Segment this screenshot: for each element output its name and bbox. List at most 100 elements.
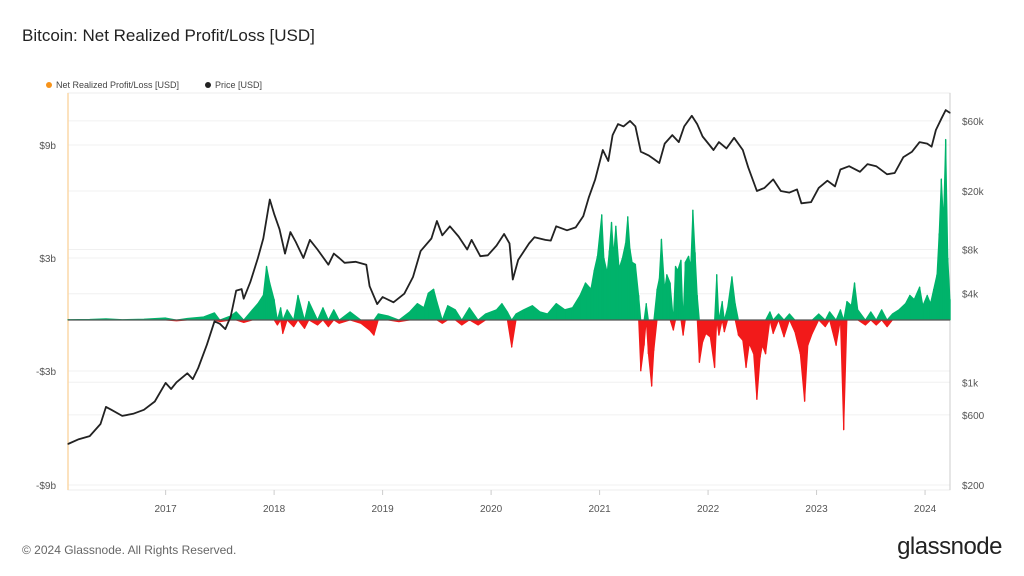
price-point [89,435,91,437]
legend-item-price[interactable]: Price [USD] [205,80,262,90]
price-point [772,178,774,180]
price-point [338,257,340,259]
price-point [289,231,291,233]
price-point [368,285,371,287]
y-left-tick-label: -$9b [36,481,56,492]
price-point [780,190,782,192]
price-point [105,406,107,408]
price-point [240,288,243,290]
y-left-tick-label: -$3b [36,367,56,378]
price-point [826,180,829,182]
price-point [647,154,650,156]
price-point [930,146,933,148]
price-point [503,233,505,235]
price-point [219,323,221,325]
x-tick-label: 2019 [371,504,394,515]
price-point [269,198,271,201]
price-point [935,129,937,131]
price-point [197,367,199,369]
price-point [945,109,947,111]
price-point [302,257,305,259]
price-point [859,171,861,173]
x-tick-label: 2021 [588,504,611,515]
price-point [449,225,451,227]
price-point [617,123,619,125]
price-point [875,165,877,167]
price-point [309,239,311,241]
price-point [575,226,577,229]
y-right-tick-label: $1k [962,378,979,389]
price-point [940,118,942,120]
price-point [602,149,604,151]
price-point [566,229,568,231]
price-point [949,112,951,114]
price-point [143,409,145,411]
price-point [894,172,896,174]
legend-label: Net Realized Profit/Loss [USD] [56,80,180,90]
price-point [702,135,704,138]
price-point [419,250,422,252]
y-right-tick-label: $20k [962,187,985,198]
price-point [810,201,812,203]
price-point [224,328,226,330]
price-point [796,188,798,191]
price-point [671,134,673,136]
price-point [257,257,259,259]
price-point [316,248,319,251]
price-point [457,235,460,238]
price-point [376,303,378,305]
price-point [154,400,156,403]
price-line [67,109,951,445]
price-point [691,115,693,117]
net-pnl-profit-area [67,138,951,321]
price-point [848,165,850,167]
price-point [333,253,335,255]
price-point [403,293,405,295]
legend: Net Realized Profit/Loss [USD] Price [US… [46,80,262,90]
price-point [192,378,194,380]
price-point [886,173,888,175]
price-point [594,178,596,180]
price-point [235,290,237,292]
price-point [658,162,660,164]
price-point [354,261,357,263]
price-point [528,242,530,245]
price-point [763,187,766,189]
x-tick-label: 2022 [697,504,720,515]
x-tick-label: 2020 [480,504,503,515]
glassnode-logo: glassnode [897,533,1002,560]
price-point [344,262,346,264]
price-point [327,264,329,266]
price-point [110,409,112,411]
price-point [653,158,655,160]
x-tick-label: 2017 [155,504,178,515]
price-point [818,187,820,189]
price-point [479,255,481,257]
price-point [588,197,590,199]
price-point [186,372,188,374]
price-point [926,143,928,145]
price-point [550,239,552,242]
price-point [866,163,869,165]
legend-dot-icon [205,82,212,88]
price-point [230,315,232,318]
price-point [664,143,666,145]
price-point [622,125,625,128]
y-right-tick-label: $8k [962,245,979,256]
net-pnl-loss-area [67,319,951,431]
price-point [902,156,904,158]
price-point [284,253,286,255]
x-tick-label: 2024 [914,504,937,515]
price-point [512,278,514,281]
y-right-tick-label: $60k [962,117,985,128]
price-point [555,225,557,227]
y-right-tick-label: $4k [962,290,979,301]
price-point [165,382,167,384]
price-point [121,415,123,417]
x-tick-label: 2023 [805,504,828,515]
y-left-tick-label: $9b [39,141,56,152]
legend-item-net-pnl[interactable]: Net Realized Profit/Loss [USD] [46,80,179,90]
price-point [629,120,631,122]
price-point [533,236,536,238]
